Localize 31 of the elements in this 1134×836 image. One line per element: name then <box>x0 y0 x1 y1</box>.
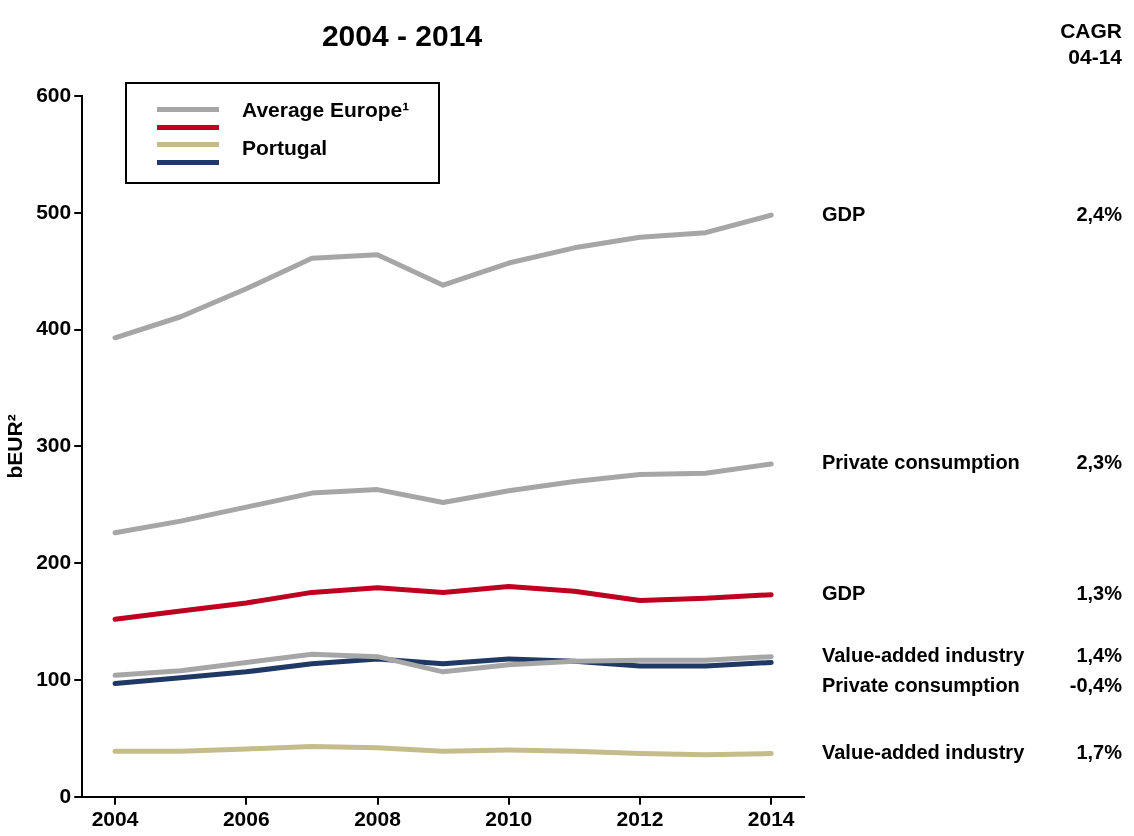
x-tick-label: 2006 <box>222 807 270 831</box>
y-tick-label: 0 <box>59 783 72 807</box>
annotation: Portugal <box>242 136 328 160</box>
text: Private consumption <box>822 451 1020 474</box>
x-tick-label: 2012 <box>616 807 664 831</box>
x-tick-label: 2008 <box>354 807 402 831</box>
chart-title: 2004 - 2014 <box>321 19 483 53</box>
x-tick-label: 2010 <box>485 807 533 831</box>
y-tick-label: 500 <box>36 199 72 223</box>
y-tick-label: 600 <box>36 82 72 106</box>
key-box: Average Europe¹ Portugal <box>125 82 440 184</box>
annotation: Average Europe¹ <box>242 98 410 122</box>
text: GDP <box>822 202 866 225</box>
text: -0,4% <box>1069 674 1123 697</box>
text: 1,7% <box>1076 741 1123 764</box>
text: Value-added industry <box>822 741 1026 764</box>
text: 1,4% <box>1076 644 1123 667</box>
x-tick-label: 2014 <box>747 807 795 831</box>
text: 2,4% <box>1076 202 1123 225</box>
text: GDP <box>822 582 866 605</box>
y-tick-label: 300 <box>36 433 72 457</box>
text: CAGR 04-14 <box>1059 18 1122 70</box>
text: Value-added industry <box>822 644 1026 667</box>
y-tick-label: 400 <box>36 316 72 340</box>
x-tick-label: 2004 <box>91 807 139 831</box>
text: 1,3% <box>1076 582 1123 605</box>
y-tick-label: 100 <box>36 666 72 690</box>
text: 2,3% <box>1076 451 1123 474</box>
text: Private consumption <box>822 674 1020 697</box>
y-axis-title: bEUR² <box>3 414 27 479</box>
y-tick-label: 200 <box>36 550 72 573</box>
